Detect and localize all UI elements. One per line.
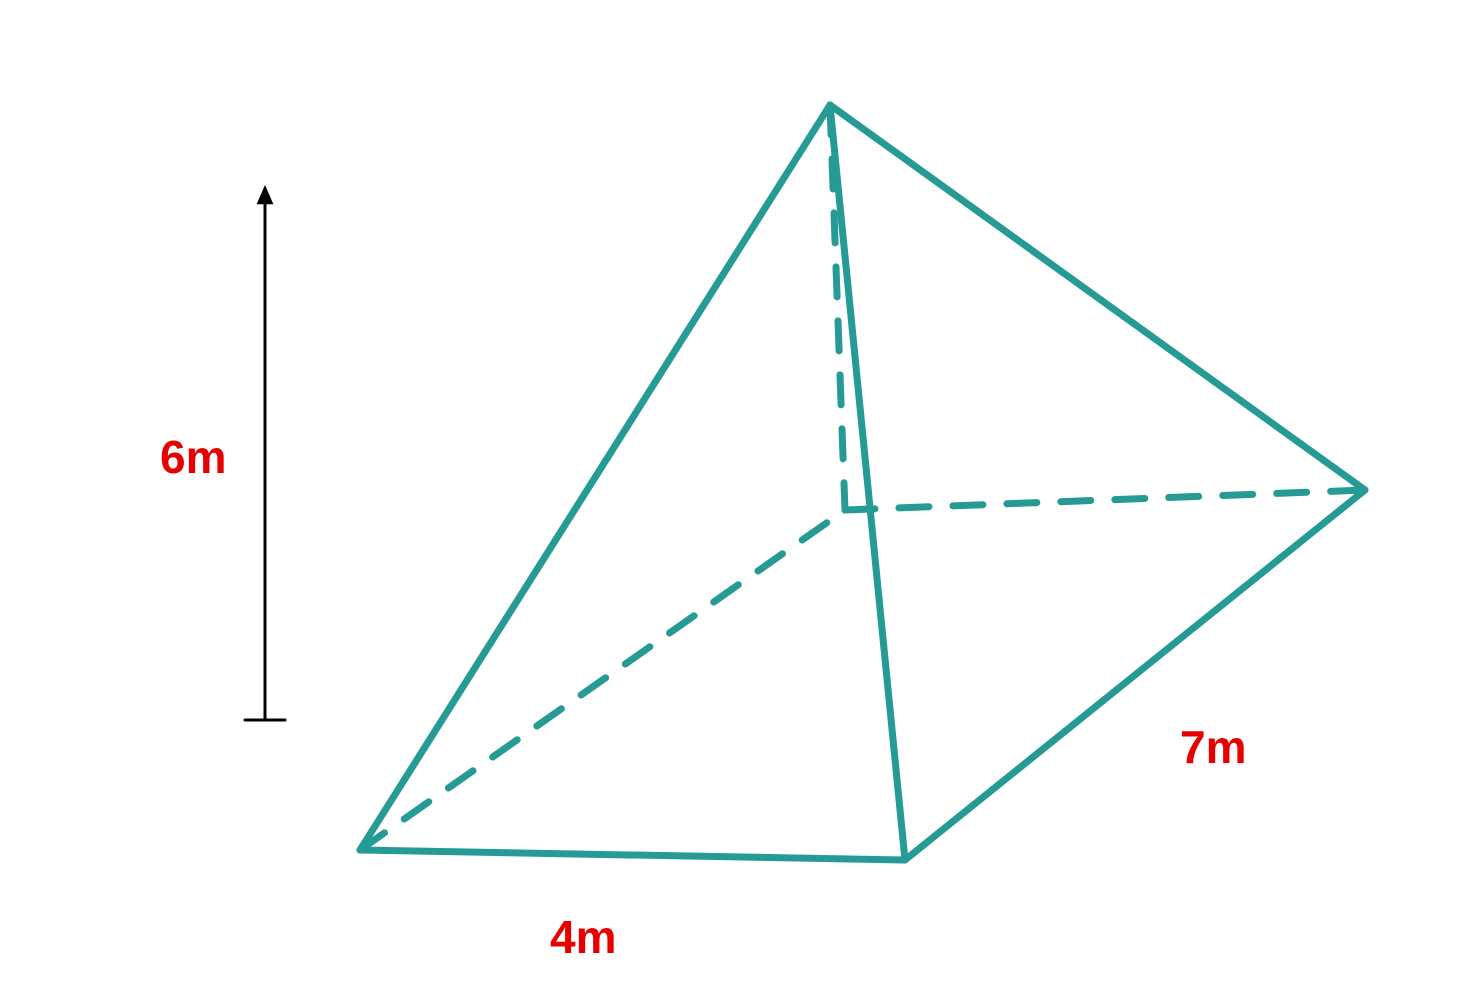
height-label: 6m — [160, 430, 226, 484]
base-front-label: 4m — [550, 910, 616, 964]
diagram-svg — [0, 0, 1464, 999]
base-side-label: 7m — [1180, 720, 1246, 774]
pyramid-diagram: 6m 4m 7m — [0, 0, 1464, 999]
